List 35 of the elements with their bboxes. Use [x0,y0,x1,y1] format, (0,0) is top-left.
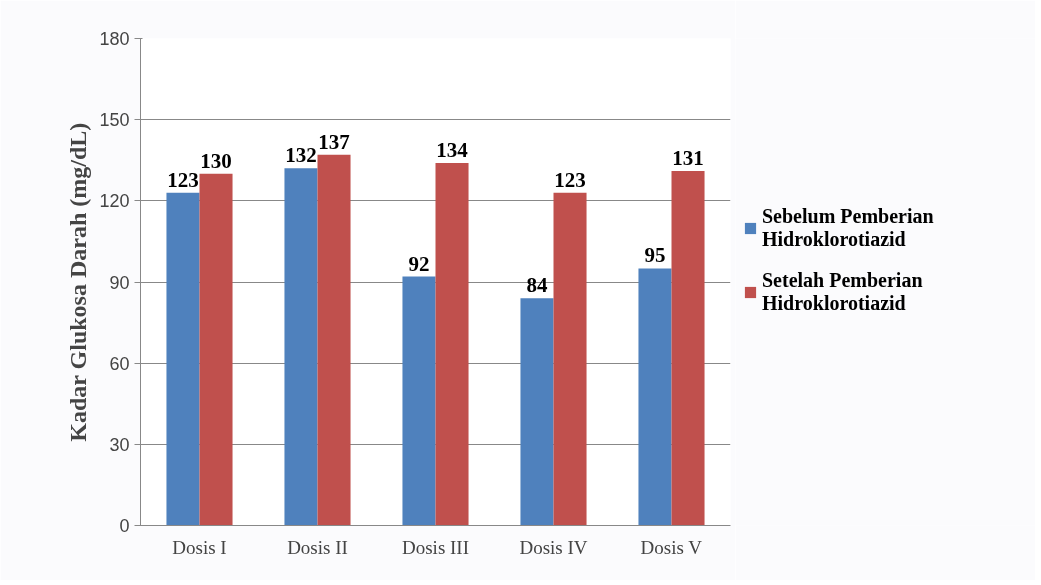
x-tick-label: Dosis III [401,536,470,558]
data-label: 131 [672,146,704,171]
bar [402,276,436,526]
bar [284,168,318,526]
x-tick-label: Dosis V [640,536,703,558]
y-tick-label: 60 [109,353,130,374]
legend-label: Setelah Pemberian Hidroklorotiazid [762,269,923,315]
data-label: 92 [408,251,430,276]
bar [435,162,469,526]
data-label: 123 [167,167,199,192]
data-label: 123 [554,167,586,192]
bar [553,192,587,526]
data-label: 137 [318,129,350,154]
data-label: 134 [436,137,469,162]
data-label: 95 [644,243,666,268]
bar [520,298,554,526]
y-tick-label: 0 [119,516,130,536]
bar [199,173,233,526]
data-label: 132 [285,143,317,168]
y-axis-title: Kadar Glukosa Darah (mg/dL) [65,122,92,442]
y-tick-label: 150 [99,110,130,131]
bar [638,268,672,526]
legend-label: Sebelum Pemberian Hidroklorotiazid [762,205,934,251]
x-tick-label: Dosis I [172,536,227,558]
data-label: 84 [526,273,548,298]
y-tick-label: 90 [109,272,130,293]
data-label: 130 [200,148,232,173]
x-tick-label: Dosis II [287,536,348,558]
y-tick-label: 180 [99,29,130,49]
bar [671,171,705,526]
bar [317,154,351,526]
x-tick-label: Dosis IV [519,536,588,558]
y-tick-label: 120 [99,191,130,212]
y-tick-label: 30 [109,434,130,455]
bar [166,192,200,526]
